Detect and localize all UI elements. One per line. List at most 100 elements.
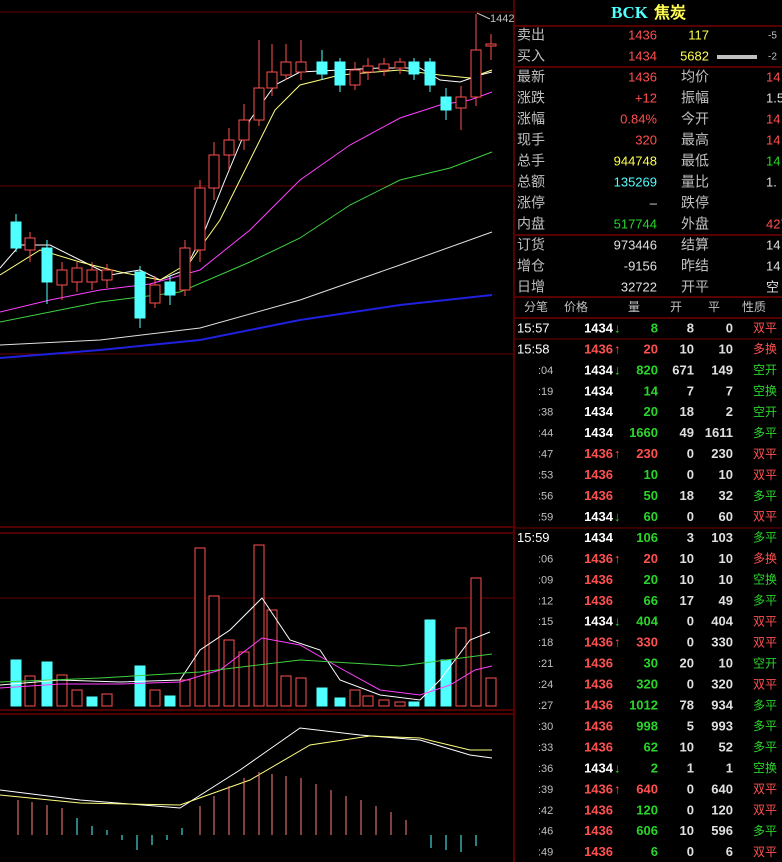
tick-type: 多平 [753,740,777,754]
volume-bar [470,577,482,707]
tick-time: :53 [538,470,553,482]
tick-open: 10 [680,823,694,838]
tick-price: 1436 [584,467,613,482]
tick-header: 分笔 [524,299,548,314]
tick-close: 32 [719,488,733,503]
candle-body [41,247,53,283]
tick-header: 量 [628,300,640,314]
candle-body [485,43,497,47]
tick-volume: 1012 [629,698,658,713]
volume-bar [295,677,307,707]
stat-value: 14 [766,153,780,168]
quote-change: -2 [768,52,777,63]
ma-line [0,231,493,346]
tick-arrow: ↓ [614,320,621,335]
quote-price: 1436 [628,27,657,42]
stat-value: 4270 [766,216,782,231]
tick-arrow: ↓ [614,362,621,377]
tick-price: 1436 [584,635,613,650]
tick-close: 993 [711,718,733,733]
stat-label: 订货 [517,237,545,253]
tick-price: 1436 [584,593,613,608]
tick-open: 0 [687,509,694,524]
tick-arrow: ↑ [614,781,621,796]
volume-bar [334,697,346,707]
candle-body [440,96,452,111]
tick-open: 17 [680,593,694,608]
tick-volume: 106 [636,530,658,545]
tick-close: 1611 [705,425,733,440]
quote-label: 卖出 [517,27,545,43]
candle-body [316,61,328,75]
tick-price: 1436 [584,572,613,587]
tick-time: :27 [538,700,553,712]
tick-time: :06 [538,553,553,565]
candle-body [394,61,406,69]
tick-price: 1436 [584,677,613,692]
tick-open: 0 [687,802,694,817]
tick-time: :44 [538,428,553,440]
tick-arrow: ↑ [614,446,621,461]
stat-label: 增仓 [517,258,545,274]
tick-open: 10 [680,551,694,566]
stat-value: -9156 [624,258,657,273]
macd-line [0,735,492,806]
tick-close: 640 [711,781,733,796]
ma-line [0,69,493,281]
high-label: 1442 [490,13,514,25]
volume-bar [41,661,53,707]
tick-time: 15:57 [517,320,550,335]
tick-volume: 820 [636,362,658,377]
tick-volume: 14 [644,383,659,398]
stat-label: 总手 [517,153,545,169]
stat-label: 昨结 [681,258,709,274]
symbol-name: 焦炭 [653,3,686,22]
tick-open: 5 [687,718,694,733]
tick-price: 1434 [584,404,614,419]
stat-label: 涨停 [517,195,545,211]
stat-value: +12 [635,90,657,105]
tick-volume: 998 [636,718,658,733]
tick-volume: 6 [651,844,658,859]
tick-volume: 120 [636,802,658,817]
stat-value: 14 [766,111,780,126]
volume-bar [238,651,250,707]
volume-ma [0,637,493,696]
tick-open: 7 [687,383,694,398]
stat-label: 均价 [681,69,709,85]
candle-body [194,187,206,251]
candle-body [408,61,420,75]
tick-time: :15 [538,616,553,628]
volume-bar [253,544,265,707]
volume-bar [56,674,68,707]
tick-type: 空换 [753,384,777,398]
tick-close: 10 [719,551,733,566]
tick-open: 0 [687,677,694,692]
tick-price: 1436 [584,718,613,733]
tick-type: 空开 [753,656,777,670]
tick-type: 双平 [753,447,777,461]
volume-bar [101,693,113,707]
quote-label: 买入 [517,48,545,64]
stat-value: 14 [766,258,780,273]
tick-open: 0 [687,635,694,650]
tick-close: 52 [719,739,733,754]
tick-type: 空换 [753,761,777,775]
tick-type: 双平 [753,803,777,817]
quote-volume: 5682 [680,48,709,63]
tick-open: 10 [680,572,694,587]
tick-price: 1434 [584,614,614,629]
tick-price: 1436 [584,656,613,671]
tick-time: :59 [538,511,553,523]
tick-volume: 1660 [629,425,658,440]
tick-close: 0 [726,320,733,335]
tick-time: :12 [538,595,553,607]
tick-type: 多平 [753,531,777,545]
tick-price: 1436 [584,551,613,566]
tick-arrow: ↓ [614,760,621,775]
tick-arrow: ↓ [614,509,621,524]
candle-body [238,119,250,141]
stat-label: 涨幅 [517,111,545,127]
tick-close: 2 [726,404,733,419]
